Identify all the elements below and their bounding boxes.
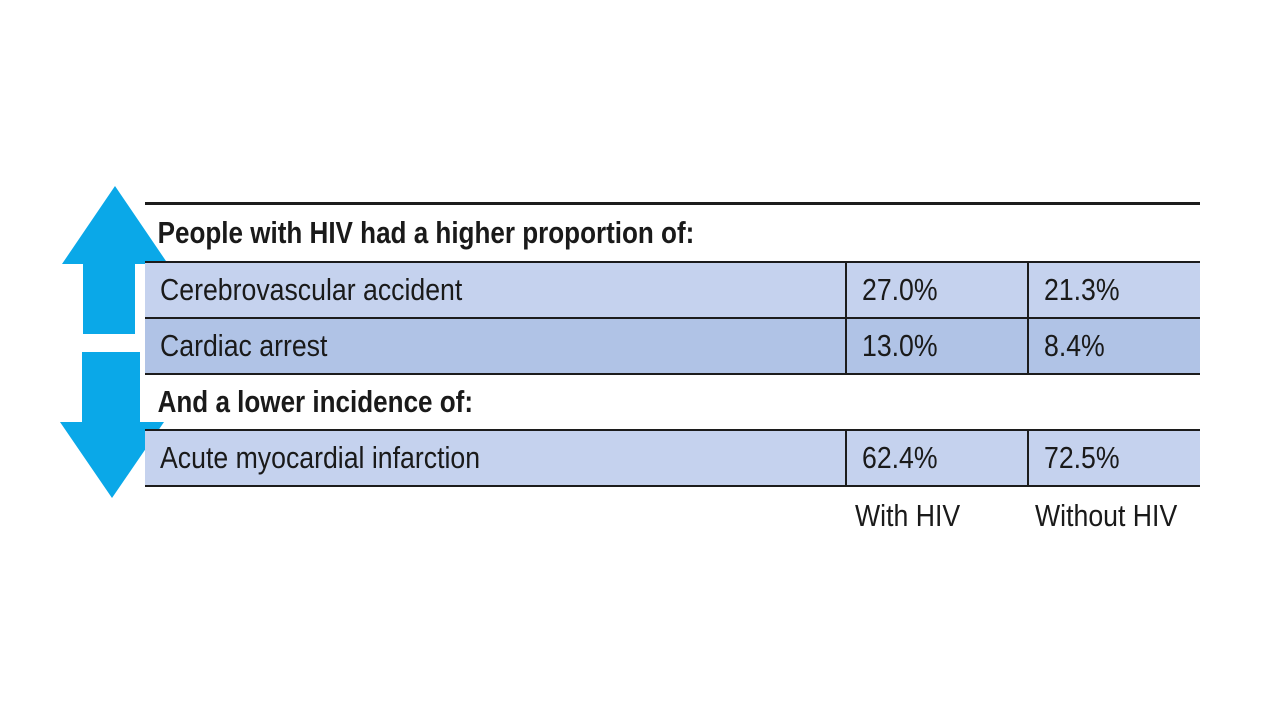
value-with-hiv: 27.0% [847, 263, 1029, 317]
arrow-up-shape [62, 186, 168, 334]
column-footer: With HIV Without HIV [145, 487, 1200, 545]
column-label-with-hiv: With HIV [854, 498, 960, 533]
arrow-up-icon [62, 186, 168, 334]
value-without-hiv: 72.5% [1044, 440, 1120, 475]
row-label: Cerebrovascular accident [145, 263, 847, 317]
table-row: Cerebrovascular accident 27.0% 21.3% [145, 261, 1200, 317]
arrow-down-icon [60, 352, 164, 498]
comparison-table: People with HIV had a higher proportion … [145, 202, 1200, 545]
section-heading-higher: People with HIV had a higher proportion … [157, 215, 695, 250]
value-with-hiv: 62.4% [847, 431, 1029, 485]
heading-row: And a lower incidence of: [145, 373, 1200, 429]
value-with-hiv: 13.0% [847, 319, 1029, 373]
table-row: Acute myocardial infarction 62.4% 72.5% [145, 429, 1200, 487]
table-row: Cardiac arrest 13.0% 8.4% [145, 317, 1200, 373]
column-label-without-hiv: Without HIV [1034, 498, 1177, 533]
arrow-down-shape [60, 352, 164, 498]
row-label: Cardiac arrest [145, 319, 847, 373]
section-heading-lower: And a lower incidence of: [157, 384, 474, 419]
top-rule [145, 202, 1200, 205]
value-without-hiv: 21.3% [1044, 272, 1120, 307]
value-without-hiv: 8.4% [1044, 328, 1105, 363]
row-label: Acute myocardial infarction [145, 431, 847, 485]
